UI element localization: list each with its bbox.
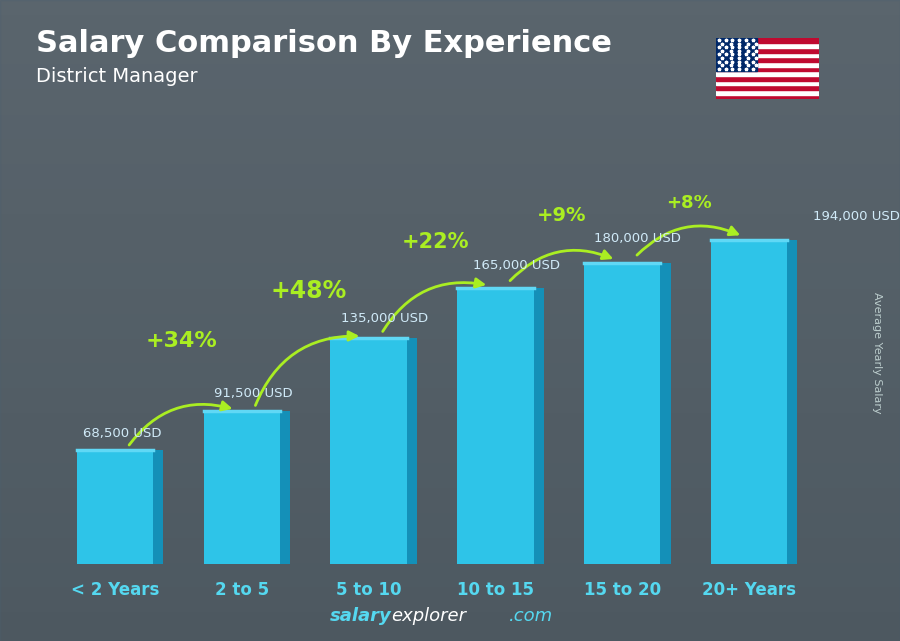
Text: Salary Comparison By Experience: Salary Comparison By Experience <box>36 29 612 58</box>
FancyBboxPatch shape <box>711 240 788 564</box>
FancyBboxPatch shape <box>330 338 407 564</box>
FancyBboxPatch shape <box>457 288 534 564</box>
Polygon shape <box>661 263 670 564</box>
Text: 194,000 USD: 194,000 USD <box>813 210 899 224</box>
Polygon shape <box>716 95 819 99</box>
Text: .com: .com <box>508 607 553 625</box>
Polygon shape <box>788 240 797 564</box>
Polygon shape <box>716 85 819 90</box>
Polygon shape <box>407 338 417 564</box>
Polygon shape <box>716 90 819 95</box>
Text: +48%: +48% <box>270 279 346 303</box>
Text: 15 to 20: 15 to 20 <box>584 581 661 599</box>
Text: 180,000 USD: 180,000 USD <box>594 232 681 245</box>
Polygon shape <box>534 288 544 564</box>
Polygon shape <box>153 449 163 564</box>
Text: 135,000 USD: 135,000 USD <box>340 312 428 325</box>
Text: Average Yearly Salary: Average Yearly Salary <box>872 292 883 413</box>
Polygon shape <box>716 48 819 53</box>
Text: 68,500 USD: 68,500 USD <box>83 428 162 440</box>
Text: +9%: +9% <box>537 206 587 225</box>
Text: 10 to 15: 10 to 15 <box>457 581 534 599</box>
Text: explorer: explorer <box>392 607 466 625</box>
Text: +34%: +34% <box>146 331 217 351</box>
Polygon shape <box>716 38 819 43</box>
Polygon shape <box>716 67 819 71</box>
Polygon shape <box>280 411 290 564</box>
Polygon shape <box>716 81 819 85</box>
FancyBboxPatch shape <box>203 411 280 564</box>
Text: +22%: +22% <box>401 232 469 252</box>
Text: 5 to 10: 5 to 10 <box>336 581 401 599</box>
Text: < 2 Years: < 2 Years <box>70 581 159 599</box>
Polygon shape <box>716 71 819 76</box>
Text: 165,000 USD: 165,000 USD <box>472 258 560 272</box>
FancyBboxPatch shape <box>76 449 153 564</box>
Text: 20+ Years: 20+ Years <box>702 581 796 599</box>
Text: 91,500 USD: 91,500 USD <box>214 387 292 401</box>
Polygon shape <box>716 62 819 67</box>
Polygon shape <box>716 57 819 62</box>
Text: +8%: +8% <box>666 194 712 212</box>
Polygon shape <box>716 76 819 81</box>
Text: salary: salary <box>329 607 392 625</box>
Polygon shape <box>716 53 819 57</box>
Polygon shape <box>716 43 819 48</box>
Polygon shape <box>716 38 757 71</box>
Text: 2 to 5: 2 to 5 <box>214 581 269 599</box>
Text: District Manager: District Manager <box>36 67 198 87</box>
FancyBboxPatch shape <box>584 263 661 564</box>
